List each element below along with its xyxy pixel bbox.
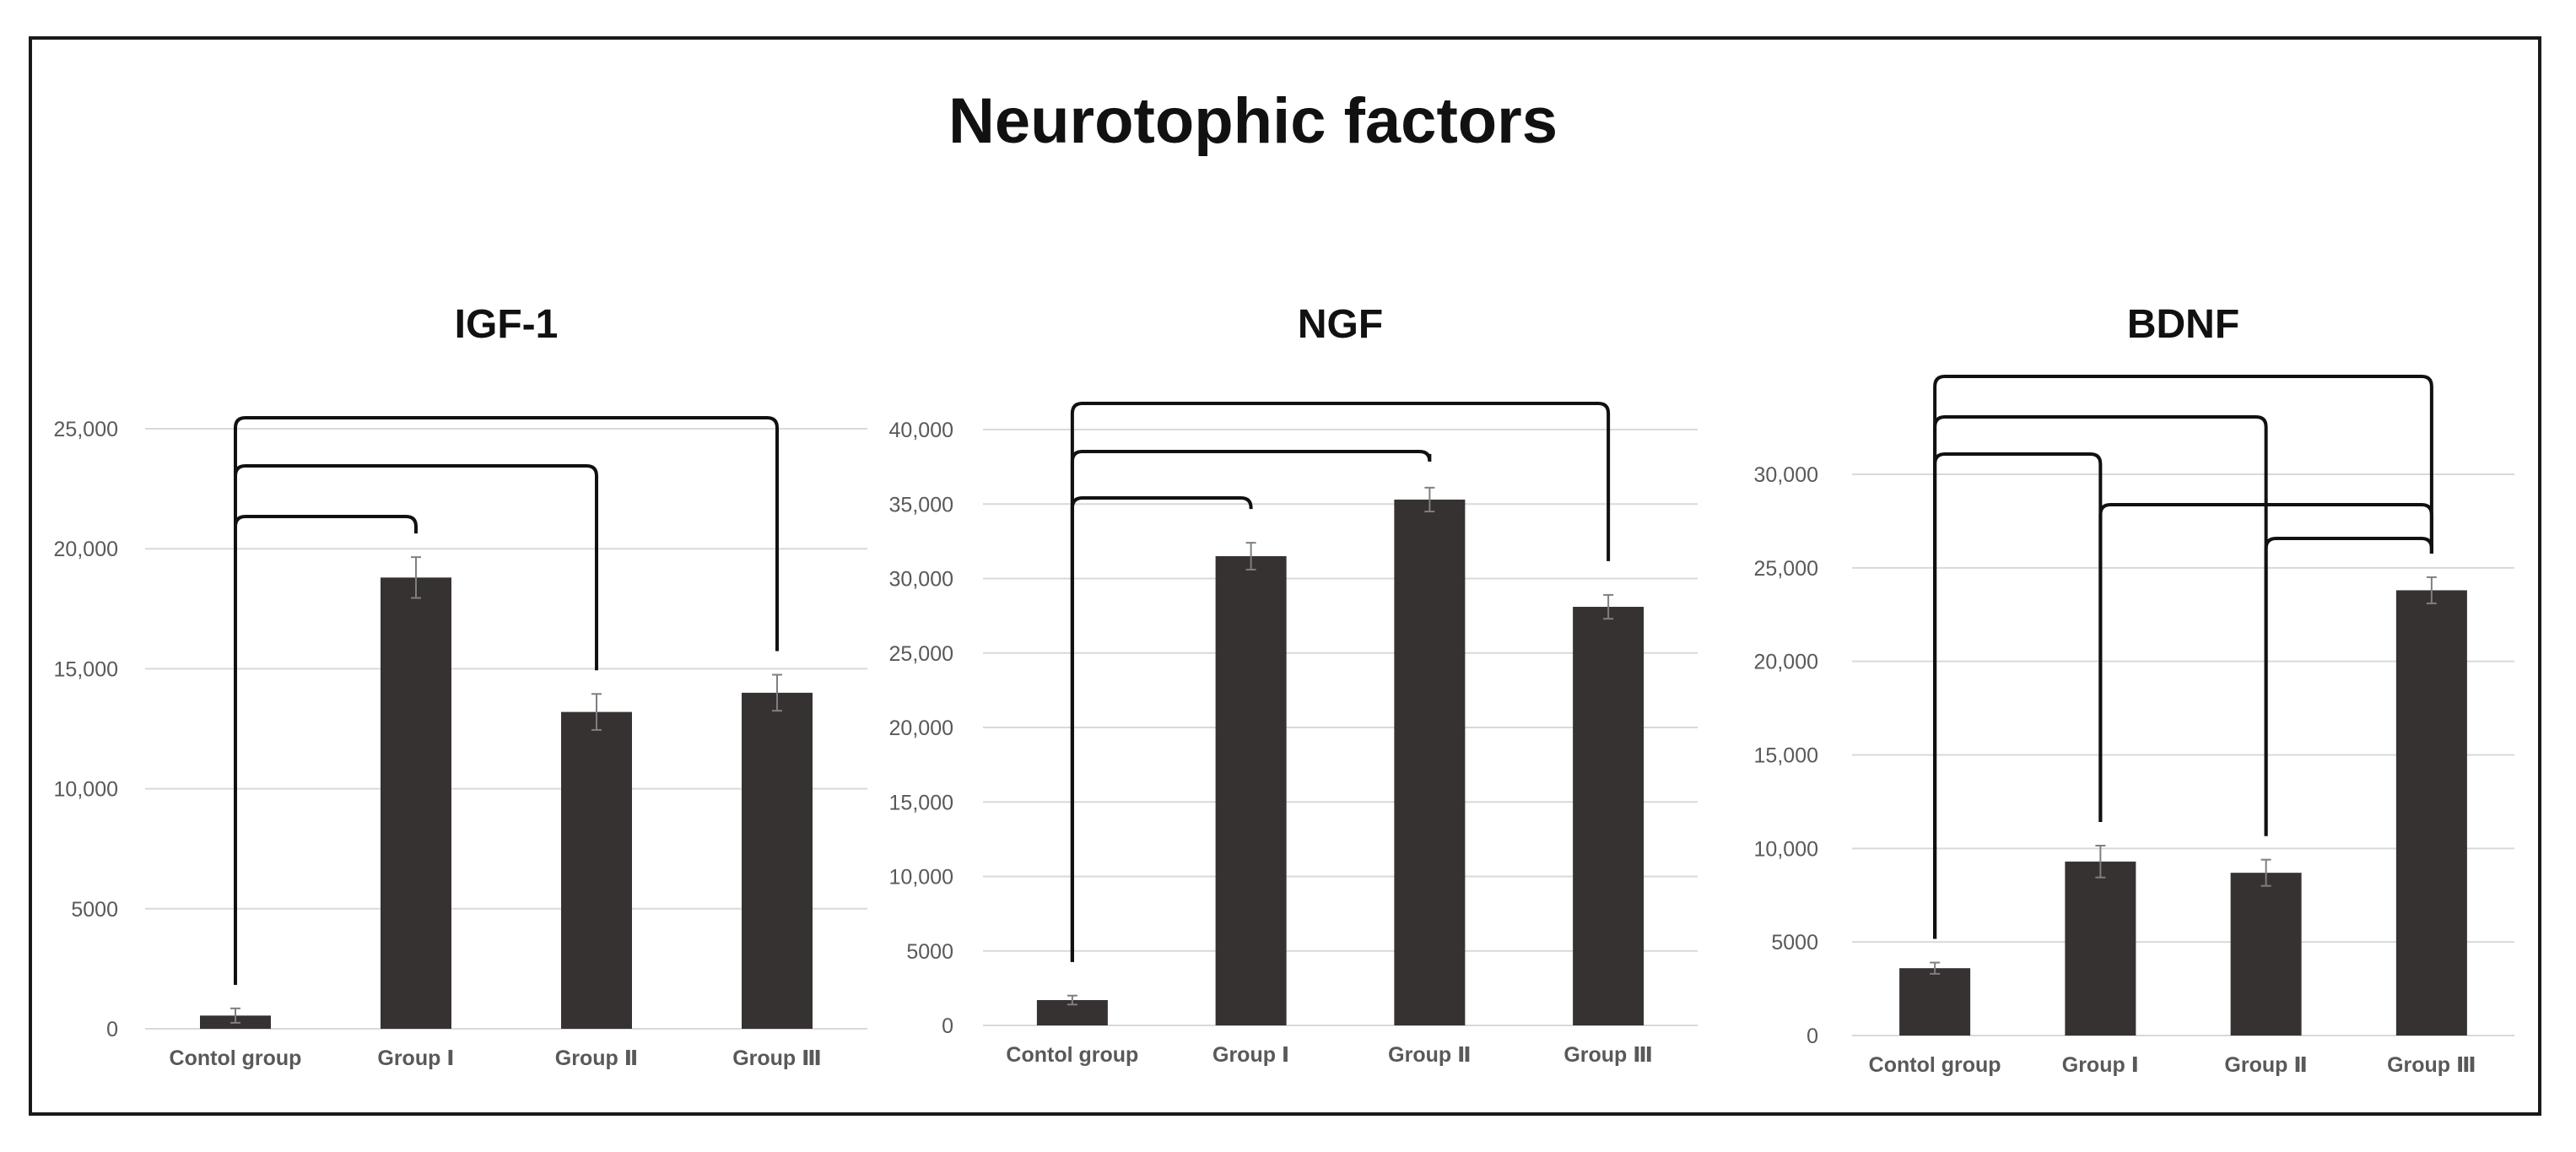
y-tick-label: 15,000 bbox=[1754, 744, 1818, 768]
bar-3 bbox=[2230, 873, 2302, 1036]
bar-2 bbox=[1215, 556, 1287, 1025]
y-tick-label: 35,000 bbox=[889, 493, 953, 517]
chart-panel-3: BDNF 0 5000 10,000 15,000 20,000 25,000 30,000 C… bbox=[1754, 302, 2514, 1077]
category-label: Contol group bbox=[1869, 1053, 2001, 1077]
bar-4 bbox=[2395, 590, 2467, 1036]
bar-2 bbox=[381, 577, 451, 1029]
y-tick-label: 0 bbox=[942, 1014, 953, 1038]
significance-bracket bbox=[2098, 503, 2433, 823]
chart-panel-2: NGF 0 5000 10,000 15,000 20,000 25,000 30,000 35… bbox=[889, 302, 1698, 1067]
category-label: Contol group bbox=[170, 1047, 302, 1070]
bar-4 bbox=[742, 692, 813, 1029]
y-tick-label: 25,000 bbox=[889, 642, 953, 666]
y-tick-label: 25,000 bbox=[1754, 557, 1818, 581]
y-tick-label: 20,000 bbox=[54, 538, 118, 561]
significance-bracket bbox=[234, 416, 779, 985]
y-tick-label: 0 bbox=[106, 1018, 118, 1041]
chart-title: NGF bbox=[1298, 302, 1383, 347]
category-label: Group Ⅲ bbox=[2387, 1053, 2476, 1077]
y-tick-label: 30,000 bbox=[1754, 463, 1818, 487]
y-tick-label: 25,000 bbox=[54, 418, 118, 441]
category-label: Group Ⅲ bbox=[732, 1047, 822, 1070]
y-tick-label: 10,000 bbox=[1754, 837, 1818, 861]
category-label: Group Ⅲ bbox=[1563, 1043, 1653, 1067]
significance-bracket bbox=[1933, 375, 2433, 939]
significance-bracket bbox=[2264, 537, 2433, 836]
y-tick-label: 10,000 bbox=[54, 778, 118, 802]
y-tick-label: 20,000 bbox=[889, 717, 953, 740]
category-label: Group Ⅱ bbox=[555, 1047, 638, 1070]
chart-title: BDNF bbox=[2127, 302, 2239, 347]
y-tick-label: 5000 bbox=[1771, 931, 1818, 955]
y-tick-label: 10,000 bbox=[889, 866, 953, 890]
category-label: Group Ⅱ bbox=[2224, 1053, 2307, 1077]
bar-4 bbox=[1573, 607, 1644, 1025]
y-tick-label: 20,000 bbox=[1754, 651, 1818, 674]
category-label: Contol group bbox=[1006, 1043, 1138, 1067]
category-label: Group Ⅰ bbox=[377, 1047, 454, 1070]
y-tick-label: 40,000 bbox=[889, 419, 953, 442]
bar-3 bbox=[1394, 499, 1466, 1025]
significance-bracket bbox=[1070, 402, 1611, 962]
figure-title: Neurotophic factors bbox=[948, 85, 1558, 157]
bar-1 bbox=[1899, 968, 1971, 1036]
bar-2 bbox=[2065, 861, 2136, 1036]
y-tick-label: 15,000 bbox=[889, 791, 953, 814]
category-label: Group Ⅰ bbox=[2062, 1053, 2139, 1077]
y-tick-label: 30,000 bbox=[889, 568, 953, 592]
y-tick-label: 15,000 bbox=[54, 657, 118, 681]
category-label: Group Ⅰ bbox=[1212, 1043, 1289, 1067]
figure-frame bbox=[29, 36, 2541, 1116]
category-label: Group Ⅱ bbox=[1388, 1043, 1471, 1067]
y-tick-label: 5000 bbox=[906, 940, 953, 964]
chart-title: IGF-1 bbox=[455, 302, 559, 347]
chart-panel-1: IGF-1 0 5000 10,000 15,000 20,000 25,000 Contol… bbox=[54, 302, 867, 1070]
y-tick-label: 5000 bbox=[71, 898, 118, 922]
bar-3 bbox=[561, 711, 632, 1029]
y-tick-label: 0 bbox=[1806, 1025, 1818, 1048]
